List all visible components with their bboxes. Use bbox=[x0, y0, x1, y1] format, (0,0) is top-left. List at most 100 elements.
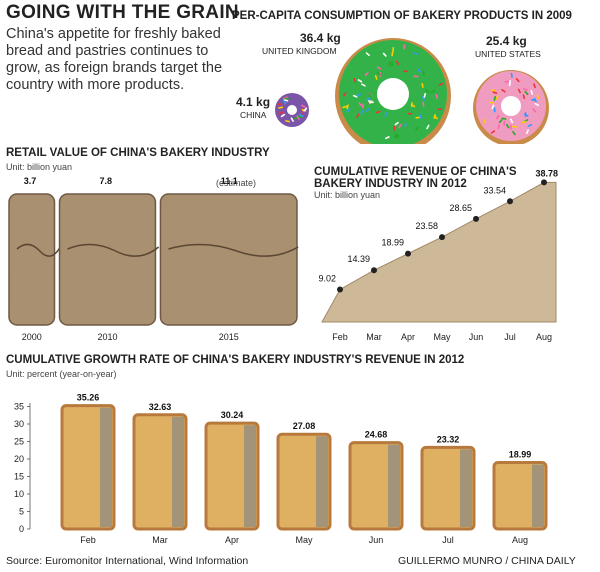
sprinkle bbox=[290, 117, 294, 122]
retail-bar bbox=[159, 193, 298, 326]
revenue-category-label: Jun bbox=[469, 332, 484, 342]
sprinkle bbox=[346, 108, 351, 113]
growth-chart: 0 5 10 15 20 25 30 35 35.26 Feb 32.63 Mar 30.24 Apr 27… bbox=[14, 393, 548, 545]
growth-category-label: Feb bbox=[80, 535, 96, 545]
revenue-title-line1: CUMULATIVE REVENUE OF CHINA'S bbox=[314, 166, 517, 178]
growth-value-label: 18.99 bbox=[509, 450, 532, 460]
revenue-category-label: Aug bbox=[536, 332, 552, 342]
sprinkle bbox=[358, 102, 363, 107]
sprinkle bbox=[497, 124, 500, 130]
sprinkle bbox=[532, 108, 537, 113]
sprinkle bbox=[491, 104, 495, 110]
growth-category-label: May bbox=[295, 535, 313, 545]
headline: GOING WITH THE GRAIN bbox=[6, 2, 239, 23]
growth-ytick-label: 5 bbox=[19, 507, 24, 517]
sprinkle bbox=[384, 112, 388, 118]
sprinkle bbox=[278, 106, 284, 109]
sprinkle bbox=[360, 109, 364, 115]
sprinkle bbox=[490, 130, 496, 134]
growth-unit: Unit: percent (year-on-year) bbox=[6, 369, 117, 379]
retail-estimate-note: (estimate) bbox=[216, 178, 257, 188]
revenue-point bbox=[371, 267, 377, 274]
growth-value-label: 32.63 bbox=[149, 402, 172, 412]
sprinkle bbox=[509, 80, 511, 86]
revenue-chart: 9.02 Feb 14.39 Mar 18.99 Apr 23.58 May 28.65 Jun 3… bbox=[318, 168, 558, 342]
revenue-point bbox=[337, 286, 343, 293]
sprinkle bbox=[493, 96, 497, 101]
sprinkle bbox=[364, 72, 369, 77]
sprinkle bbox=[278, 111, 284, 115]
growth-bar-shade bbox=[532, 464, 544, 527]
sprinkle bbox=[368, 93, 372, 99]
sprinkle bbox=[422, 101, 425, 107]
revenue-point bbox=[541, 179, 547, 186]
sprinkle bbox=[419, 113, 422, 119]
sprinkle bbox=[438, 82, 444, 86]
sprinkle bbox=[301, 104, 306, 108]
growth-value-label: 35.26 bbox=[77, 393, 100, 403]
growth-ytick-label: 0 bbox=[19, 524, 24, 534]
revenue-category-label: Apr bbox=[401, 332, 415, 342]
sprinkle bbox=[501, 117, 507, 120]
retail-unit: Unit: billion yuan bbox=[6, 162, 73, 172]
sprinkle bbox=[280, 113, 286, 118]
sprinkle bbox=[388, 64, 394, 67]
us-country: UNITED STATES bbox=[475, 49, 541, 59]
retail-category-label: 2015 bbox=[219, 332, 239, 342]
growth-title: CUMULATIVE GROWTH RATE OF CHINA'S BAKERY… bbox=[6, 354, 465, 366]
china-country: CHINA bbox=[240, 110, 267, 120]
growth-ytick-label: 10 bbox=[14, 489, 24, 499]
sprinkle bbox=[352, 94, 358, 98]
retail-category-label: 2010 bbox=[97, 332, 117, 342]
sprinkle bbox=[498, 118, 503, 124]
revenue-point bbox=[473, 215, 479, 222]
sprinkle bbox=[523, 113, 529, 117]
sprinkle bbox=[394, 135, 399, 139]
sprinkle bbox=[413, 75, 419, 78]
growth-value-label: 24.68 bbox=[365, 430, 388, 440]
sprinkle bbox=[357, 79, 363, 83]
sprinkle bbox=[433, 115, 438, 120]
sprinkle bbox=[343, 92, 347, 97]
revenue-point bbox=[507, 198, 513, 205]
sprinkle bbox=[522, 94, 526, 100]
growth-ytick-label: 35 bbox=[14, 402, 24, 412]
sprinkle bbox=[527, 123, 533, 128]
sprinkle bbox=[376, 71, 381, 76]
sprinkle bbox=[284, 97, 290, 100]
sprinkle bbox=[437, 108, 443, 111]
sprinkle bbox=[298, 114, 304, 117]
retail-chart: 3.7 2000 7.8 2010 11.1 2015 bbox=[8, 176, 299, 342]
sprinkle bbox=[536, 94, 540, 99]
source-note: Source: Euromonitor International, Wind … bbox=[6, 555, 249, 567]
sprinkle bbox=[526, 129, 529, 135]
sprinkle bbox=[394, 133, 400, 137]
sprinkle bbox=[283, 99, 289, 102]
sprinkle bbox=[403, 70, 409, 73]
retail-bar-crack bbox=[16, 243, 61, 257]
sprinkle bbox=[342, 105, 348, 109]
sprinkle bbox=[517, 88, 521, 94]
sprinkle bbox=[376, 66, 382, 70]
sprinkle bbox=[504, 80, 510, 83]
sprinkle bbox=[533, 97, 537, 103]
sprinkle bbox=[353, 77, 357, 83]
growth-bar-shade bbox=[316, 436, 328, 527]
sprinkle bbox=[385, 136, 390, 140]
sprinkle bbox=[393, 125, 396, 131]
sprinkle bbox=[534, 102, 540, 107]
sprinkle bbox=[425, 88, 430, 93]
revenue-category-label: May bbox=[433, 332, 451, 342]
growth-category-label: Jul bbox=[442, 535, 454, 545]
growth-bar-shade bbox=[244, 425, 256, 527]
sprinkle bbox=[417, 68, 422, 73]
sprinkle bbox=[403, 44, 406, 50]
revenue-value-label: 18.99 bbox=[381, 238, 404, 248]
growth-ytick-label: 25 bbox=[14, 437, 24, 447]
sprinkle bbox=[423, 92, 427, 98]
sprinkle bbox=[366, 96, 371, 101]
sprinkle bbox=[524, 90, 529, 95]
sprinkle bbox=[368, 101, 374, 104]
china-value: 4.1 kg bbox=[236, 95, 271, 109]
sprinkle bbox=[505, 123, 510, 129]
